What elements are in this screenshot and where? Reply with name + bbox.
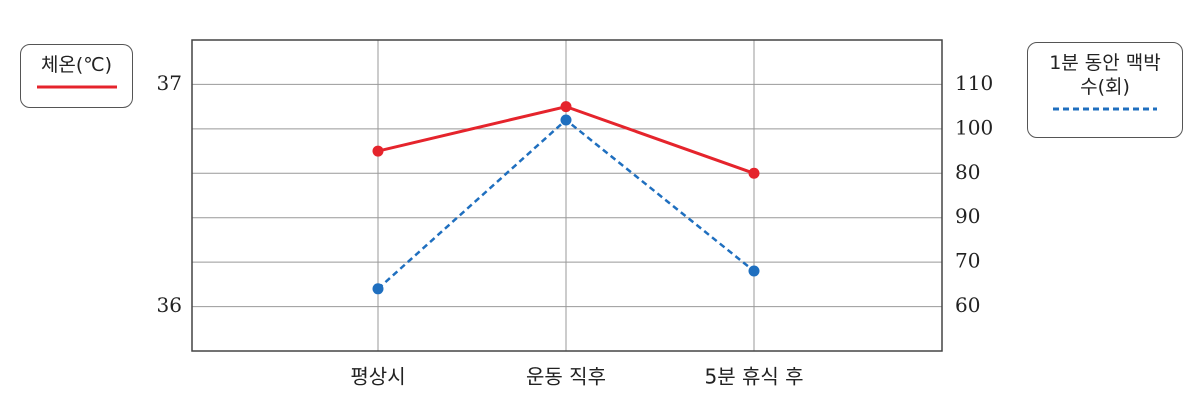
x-tick-label: 5분 휴식 후 [704,365,803,389]
y2-tick-label: 60 [955,293,980,317]
y2-tick-label: 90 [955,204,980,228]
data-point [748,167,760,179]
y-tick-label: 36 [157,293,182,317]
data-point [372,145,384,157]
legend-swatch [1053,107,1157,111]
legend: 1분 동안 맥박 수(회) [1027,42,1183,138]
y-tick-label: 37 [157,71,182,95]
y2-tick-label: 100 [955,115,993,139]
legend: 체온(℃) [20,44,133,108]
y2-tick-label: 110 [955,71,993,95]
y2-tick-label: 70 [955,249,980,273]
plot-frame [191,39,943,352]
x-tick-label: 평상시 [350,365,405,389]
data-point [560,114,572,126]
legend-swatch [36,85,117,89]
x-tick-label: 운동 직후 [526,365,606,389]
legend-label: 1분 동안 맥박 수(회) [1049,52,1161,98]
data-point [748,265,760,277]
y2-tick-label: 80 [955,160,980,184]
legend-label: 체온(℃) [40,54,113,76]
data-point [372,283,384,295]
data-point [560,101,572,113]
